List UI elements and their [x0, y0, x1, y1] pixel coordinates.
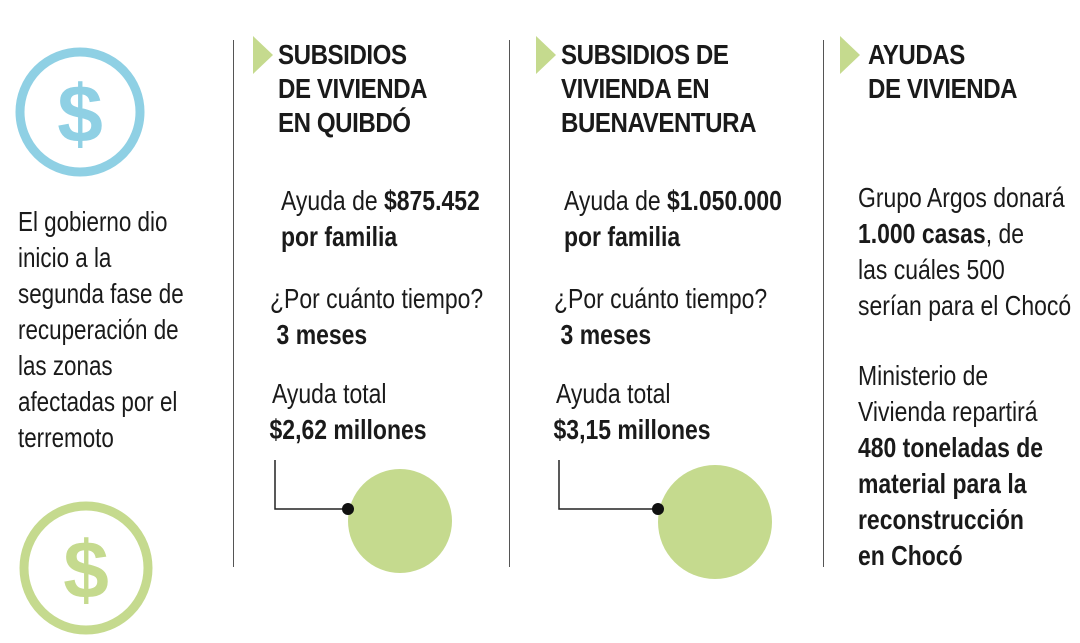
quibdo-leader-line	[274, 460, 348, 510]
buenaventura-leader-line	[558, 460, 658, 510]
quibdo-leader-dot	[342, 503, 354, 515]
divider-1	[233, 40, 234, 567]
divider-3	[823, 40, 824, 567]
quibdo-duration: ¿Por cuánto tiempo? 3 meses	[270, 283, 484, 350]
quibdo-total-circle	[348, 469, 452, 573]
ayudas-arrow-icon	[840, 36, 860, 74]
bottom-dollar-icon: $	[16, 498, 156, 638]
buenaventura-title: SUBSIDIOS DE VIVIENDA EN BUENAVENTURA	[561, 39, 757, 138]
intro-text: El gobierno dio inicio a la segunda fase…	[18, 206, 184, 453]
buenaventura-duration: ¿Por cuánto tiempo? 3 meses	[554, 283, 768, 350]
buenaventura-total: Ayuda total $3,15 millones	[553, 378, 711, 445]
quibdo-total: Ayuda total $2,62 millones	[269, 378, 427, 445]
quibdo-title: SUBSIDIOS DE VIVIENDA EN QUIBDÓ	[278, 39, 428, 138]
svg-text:$: $	[57, 69, 103, 160]
svg-text:$: $	[63, 525, 109, 616]
buenaventura-aid: Ayuda de $1.050.000 por familia	[564, 185, 782, 252]
quibdo-aid: Ayuda de $875.452 por familia	[281, 185, 480, 252]
buenaventura-total-circle	[658, 465, 772, 579]
ministry-aid: Ministerio de Vivienda repartirá 480 ton…	[858, 360, 1044, 571]
buenaventura-arrow-icon	[536, 36, 556, 74]
quibdo-arrow-icon	[253, 36, 273, 74]
ayudas-title: AYUDAS DE VIVIENDA	[868, 39, 1018, 104]
argos-donation: Grupo Argos donará 1.000 casas, de las c…	[858, 182, 1072, 321]
divider-2	[509, 40, 510, 567]
top-dollar-icon: $	[12, 44, 148, 180]
buenaventura-leader-dot	[652, 503, 664, 515]
